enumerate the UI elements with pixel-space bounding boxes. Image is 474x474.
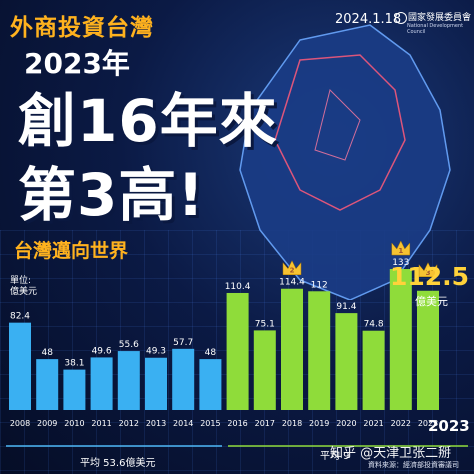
rank-label-2018: 2 bbox=[290, 267, 295, 275]
bar-2010 bbox=[63, 369, 86, 410]
bar-2016 bbox=[226, 292, 249, 410]
value-label-2011: 49.6 bbox=[92, 346, 112, 356]
bar-2012 bbox=[117, 351, 140, 410]
tick-label-2021: 2021 bbox=[363, 419, 383, 428]
bar-2021 bbox=[362, 330, 385, 410]
bar-2011 bbox=[90, 357, 113, 410]
value-label-2010: 38.1 bbox=[64, 359, 84, 369]
source-note: 資料來源：經濟部投資審議司 bbox=[368, 461, 459, 469]
highlight-unit: 億美元 bbox=[415, 295, 448, 308]
tick-label-2011: 2011 bbox=[91, 419, 111, 428]
tick-label-2016: 2016 bbox=[227, 419, 247, 428]
crown-icon-2023 bbox=[418, 262, 438, 277]
bar-2019 bbox=[308, 291, 331, 410]
agency-name: 國家發展委員會 bbox=[408, 13, 472, 23]
highlight-year: 2023 bbox=[428, 417, 470, 435]
tick-label-2022: 2022 bbox=[391, 419, 411, 428]
unit-label-line1: 單位: bbox=[10, 276, 32, 286]
tick-label-2014: 2014 bbox=[173, 419, 193, 428]
average-label-2: 平均 9 bbox=[320, 451, 350, 462]
tick-label-2023: 2023 bbox=[418, 419, 438, 428]
tick-label-2010: 2010 bbox=[64, 419, 84, 428]
bar-2008 bbox=[9, 322, 31, 410]
tick-label-2018: 2018 bbox=[282, 419, 302, 428]
rank-label-2023: 3 bbox=[426, 269, 431, 277]
value-label-2013: 49.3 bbox=[146, 347, 166, 357]
value-label-2009: 48 bbox=[41, 348, 53, 358]
value-label-2020: 91.4 bbox=[336, 302, 356, 312]
crown-icon-2022 bbox=[391, 240, 411, 256]
value-label-2008: 82.4 bbox=[10, 312, 30, 322]
value-label-2016: 110.4 bbox=[225, 282, 251, 292]
value-label-2019: 112 bbox=[311, 280, 328, 290]
tick-label-2009: 2009 bbox=[37, 419, 57, 428]
tick-label-2020: 2020 bbox=[336, 419, 356, 428]
value-label-2022: 133 bbox=[392, 258, 409, 268]
agency-name-en: National Development Council bbox=[407, 23, 464, 35]
unit-label-line2: 億美元 bbox=[10, 287, 38, 297]
value-label-2015: 48 bbox=[205, 348, 217, 358]
bar-2020 bbox=[335, 313, 358, 410]
bar-2023 bbox=[417, 290, 439, 410]
value-label-2014: 57.7 bbox=[173, 338, 193, 348]
bar-2022 bbox=[389, 269, 412, 410]
tick-label-2017: 2017 bbox=[255, 419, 275, 428]
value-label-2018: 114.4 bbox=[279, 278, 305, 288]
title-small: 外商投資台灣 bbox=[10, 15, 154, 41]
bar-2017 bbox=[253, 330, 276, 410]
value-label-2017: 75.1 bbox=[255, 319, 275, 329]
headline-line-2: 第3高! bbox=[18, 161, 205, 229]
bar-2018 bbox=[281, 288, 303, 410]
title-year: 2023年 bbox=[24, 47, 130, 80]
tick-label-2013: 2013 bbox=[146, 419, 166, 428]
bar-2009 bbox=[36, 359, 59, 410]
agency-seal-icon bbox=[395, 12, 407, 24]
highlight-value: 112.5 bbox=[390, 262, 470, 291]
watermark: 知乎 @天津卫张二掰 bbox=[330, 446, 452, 461]
tick-label-2008: 2008 bbox=[10, 419, 30, 428]
crown-icon-2018 bbox=[282, 260, 302, 275]
rank-label-2022: 1 bbox=[398, 247, 403, 255]
value-label-2021: 74.8 bbox=[364, 320, 384, 330]
publish-date: 2024.1.18 bbox=[335, 12, 402, 27]
headline-line-1: 創16年來 bbox=[18, 87, 278, 155]
bar-2013 bbox=[145, 357, 167, 410]
unit-label: 單位: 億美元 bbox=[10, 276, 37, 298]
tick-label-2019: 2019 bbox=[309, 419, 329, 428]
tick-label-2015: 2015 bbox=[200, 419, 220, 428]
average-label-1: 平均 53.6億美元 bbox=[80, 458, 156, 469]
value-label-2012: 55.6 bbox=[119, 340, 139, 350]
tick-label-2012: 2012 bbox=[119, 419, 139, 428]
bar-2014 bbox=[172, 348, 195, 410]
bar-2015 bbox=[199, 359, 222, 410]
subtitle: 台灣邁向世界 bbox=[14, 240, 129, 262]
